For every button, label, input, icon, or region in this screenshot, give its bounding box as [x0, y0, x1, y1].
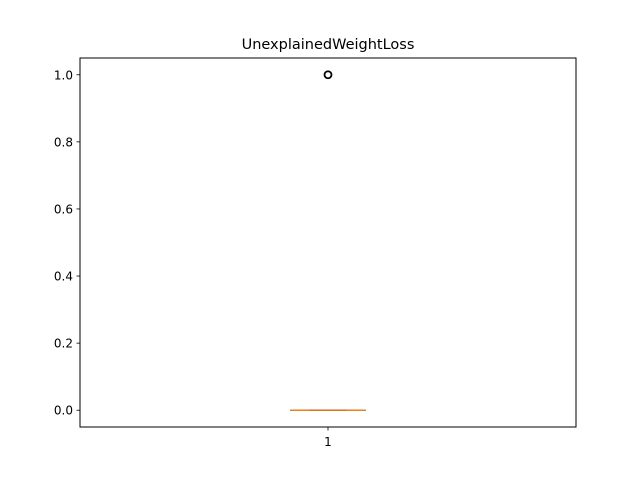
chart-title: UnexplainedWeightLoss — [242, 37, 415, 53]
axes-frame — [79, 57, 577, 428]
outlier-point — [323, 70, 333, 80]
y-tick-label: 0.2 — [54, 337, 73, 351]
y-tick-label: 0.4 — [54, 270, 73, 284]
x-tick-label: 1 — [324, 435, 332, 449]
y-tick-label: 1.0 — [54, 68, 73, 82]
y-tick-label: 0.0 — [54, 404, 73, 418]
y-tick-label: 0.8 — [54, 135, 73, 149]
plot-area: 0.0 0.2 0.4 0.6 0.8 1.0 1 — [54, 68, 366, 449]
y-tick-label: 0.6 — [54, 202, 73, 216]
